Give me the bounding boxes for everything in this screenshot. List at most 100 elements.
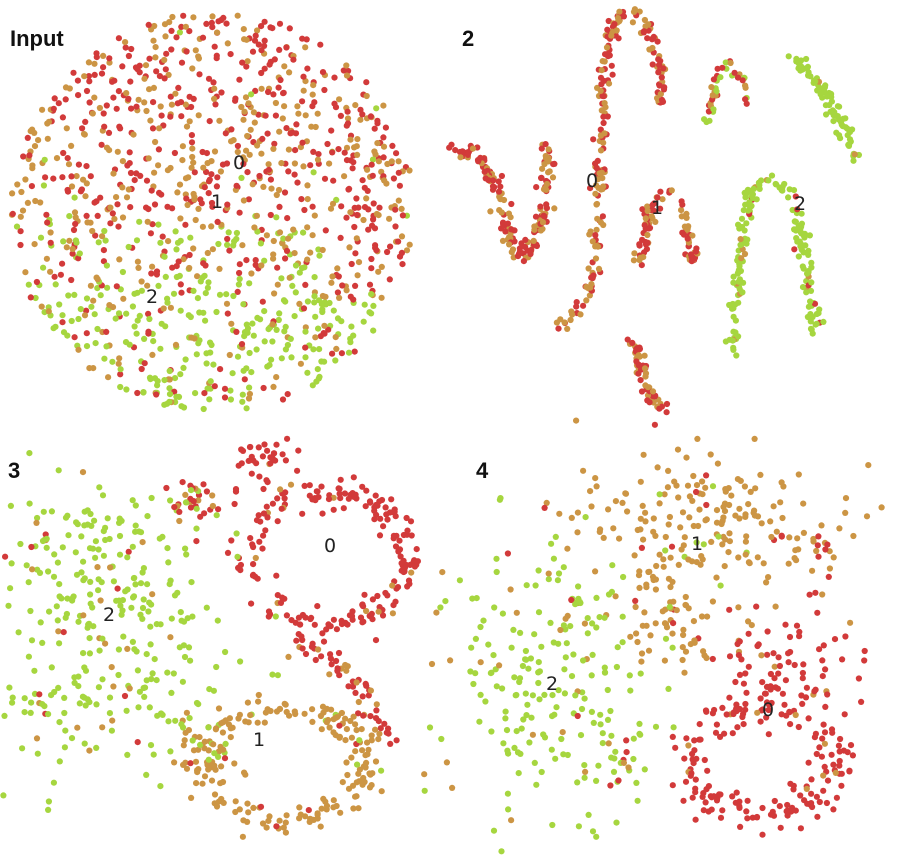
panel-3-point-class-2 [222, 740, 229, 748]
panel-input-point-class-1 [174, 189, 181, 196]
panel-input-point-class-0 [243, 257, 250, 264]
panel-3-point-class-1 [244, 800, 251, 807]
panel-4-point-class-1 [637, 515, 644, 522]
panel-input-point-class-1 [63, 125, 70, 132]
panel-2-point-class-0 [498, 172, 505, 180]
panel-3-point-class-0 [360, 603, 367, 610]
panel-4-point-class-2 [578, 705, 586, 713]
panel-input-point-class-2 [180, 404, 188, 411]
panel-input-point-class-1 [234, 148, 241, 156]
panel-4-point-class-0 [775, 654, 782, 661]
panel-3-point-class-2 [193, 505, 200, 512]
panel-2-point-class-1 [542, 152, 549, 160]
panel-4-point-class-2 [472, 670, 479, 677]
panel-input-point-class-1 [346, 244, 353, 251]
panel-2-point-class-1 [681, 223, 689, 230]
panel-2-label-0: 0 [586, 170, 598, 192]
panel-input-point-class-1 [270, 251, 277, 258]
panel-3-point-class-1 [188, 794, 195, 802]
panel-4-point-class-0 [777, 824, 784, 831]
panel-input-point-class-2 [311, 293, 318, 300]
panel-3-point-class-2 [134, 667, 141, 674]
panel-4-point-class-2 [536, 668, 544, 675]
panel-4-point-class-1 [596, 528, 603, 536]
panel-input-point-class-0 [361, 184, 368, 191]
panel-2-point-class-1 [689, 232, 696, 239]
panel-2-point-class-0 [514, 253, 522, 260]
panel-4-point-class-0 [790, 786, 797, 793]
panel-input-point-class-2 [73, 239, 80, 246]
panel-4-point-class-2 [581, 774, 588, 781]
panel-input-point-class-2 [240, 301, 247, 308]
panel-input-point-class-1 [309, 232, 316, 239]
panel-4-point-class-2 [437, 604, 444, 611]
panel-2-point-class-0 [573, 303, 580, 310]
panel-2-point-class-2 [755, 181, 763, 188]
panel-input-point-class-1 [39, 106, 46, 113]
panel-input-point-class-1 [110, 170, 117, 177]
panel-input-point-class-2 [68, 317, 75, 325]
panel-input-point-class-0 [106, 55, 113, 62]
panel-input-point-class-0 [70, 69, 77, 76]
panel-input-point-class-0 [233, 328, 240, 335]
panel-4-point-class-1 [574, 529, 581, 536]
panel-3-point-class-0 [235, 564, 242, 572]
panel-input-point-class-0 [209, 24, 216, 31]
panel-input-point-class-0 [341, 149, 348, 156]
panel-input-point-class-2 [215, 240, 222, 248]
panel-2-point-class-1 [608, 32, 615, 39]
panel-input-point-class-2 [173, 393, 180, 400]
panel-4-point-class-0 [809, 803, 816, 811]
panel-4-point-class-1 [746, 560, 753, 567]
panel-input-point-class-0 [151, 201, 159, 208]
panel-4-point-class-0 [822, 703, 829, 711]
panel-2-point-class-0 [687, 251, 695, 258]
panel-input-point-class-1 [334, 265, 341, 272]
panel-4-point-class-0 [775, 670, 782, 677]
panel-input-point-class-0 [205, 75, 213, 82]
panel-2-point-class-1 [587, 228, 594, 235]
panel-input-point-class-0 [265, 166, 272, 173]
panel-4-point-class-1 [771, 663, 778, 670]
panel-input-point-class-0 [233, 182, 240, 189]
panel-4-point-class-0 [767, 670, 775, 678]
panel-3-point-class-2 [104, 515, 111, 522]
panel-4-point-class-2 [526, 739, 533, 746]
panel-2-point-class-1 [593, 201, 600, 208]
panel-input-point-class-1 [395, 158, 402, 165]
panel-4-point-class-0 [764, 651, 771, 658]
panel-4-point-class-2 [504, 790, 511, 797]
panel-input-point-class-1 [145, 155, 152, 162]
panel-3-point-class-0 [407, 518, 415, 525]
panel-input-point-class-0 [47, 239, 54, 246]
panel-3-point-class-1 [185, 727, 192, 734]
panel-4-point-class-1 [847, 619, 854, 626]
panel-input-point-class-0 [98, 70, 106, 77]
panel-3-point-class-0 [323, 626, 330, 633]
panel-3-point-class-1 [350, 713, 357, 720]
panel-input-point-class-1 [286, 274, 293, 281]
panel-input-point-class-0 [206, 118, 213, 125]
panel-2-point-class-2 [798, 210, 805, 217]
panel-3-point-class-2 [132, 502, 139, 509]
panel-4-point-class-2 [584, 630, 591, 637]
panel-3-point-class-2 [86, 650, 93, 657]
panel-4-point-class-1 [770, 503, 777, 510]
panel-4-point-class-0 [734, 724, 741, 731]
panel-input-point-class-2 [125, 243, 132, 251]
panel-3-point-class-2 [37, 619, 44, 626]
panel-2-point-class-2 [850, 157, 857, 164]
panel-input-point-class-1 [354, 272, 361, 279]
panel-3-point-class-0 [193, 538, 200, 545]
panel-input-point-class-0 [17, 241, 24, 249]
panel-input-point-class-2 [164, 299, 171, 306]
panel-2-point-class-2 [779, 187, 786, 194]
panel-2-point-class-1 [601, 100, 608, 107]
panel-3-point-class-1 [317, 823, 324, 830]
panel-3-point-class-1 [330, 716, 337, 723]
panel-4-point-class-2 [589, 620, 596, 627]
panel-input-point-class-1 [116, 256, 123, 263]
panel-input-point-class-1 [274, 281, 281, 288]
panel-input-point-class-0 [200, 260, 207, 267]
panel-input-point-class-0 [183, 195, 190, 202]
